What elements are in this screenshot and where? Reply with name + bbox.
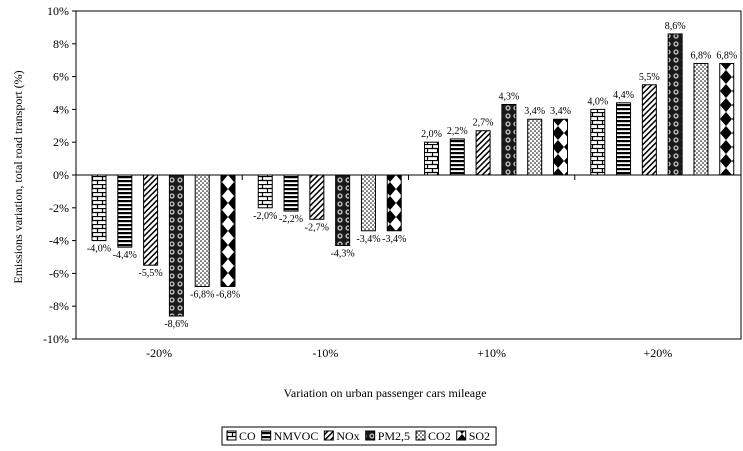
data-label: 6,8% xyxy=(691,50,712,61)
data-label: -4,3% xyxy=(331,249,355,260)
bar-nmvoc-3 xyxy=(449,138,465,176)
x-axis-title: Variation on urban passenger cars mileag… xyxy=(284,386,487,400)
bar-nmvoc-2 xyxy=(283,174,299,212)
y-tick-label: 10% xyxy=(47,4,69,18)
y-tick-label: 0% xyxy=(53,168,69,182)
data-label: 3,4% xyxy=(550,106,571,117)
x-tick-label: -20% xyxy=(146,346,172,360)
bar-so2-1 xyxy=(220,174,236,288)
data-label: -3,4% xyxy=(356,234,380,245)
bar-co2-4 xyxy=(693,62,709,176)
data-label: -6,8% xyxy=(216,290,240,301)
bar-so2-4 xyxy=(719,62,735,176)
bar-nmvoc-1 xyxy=(117,174,133,248)
data-label: 4,4% xyxy=(613,90,634,101)
legend-swatch-co xyxy=(226,430,237,441)
data-label: -8,6% xyxy=(164,319,188,330)
bar-co2-1 xyxy=(194,174,210,288)
bar-so2-2 xyxy=(386,174,402,232)
data-label: 3,4% xyxy=(524,106,545,117)
y-tick-label: 6% xyxy=(53,70,69,84)
bar-nox-3 xyxy=(475,130,491,176)
legend-label-nox: NOx xyxy=(336,429,359,443)
legend-swatch-nmvoc xyxy=(261,430,272,441)
data-label: 2,2% xyxy=(447,126,468,137)
legend-box xyxy=(221,426,497,446)
y-axis-title: Emissions variation, total road transpor… xyxy=(11,70,25,283)
data-label: -4,4% xyxy=(113,250,137,261)
y-tick-label: -2% xyxy=(49,201,69,215)
legend-label-so2: SO2 xyxy=(469,429,490,443)
data-labels-group: -4,0%-4,4%-5,5% -8,6% -6,8% -6,8% -2,0% -2,2%… xyxy=(87,21,737,330)
data-label: 8,6% xyxy=(665,21,686,32)
legend-label-co2: CO2 xyxy=(428,429,451,443)
data-label: -6,8% xyxy=(190,290,214,301)
legend-swatch-co2 xyxy=(415,430,426,441)
data-label: 2,0% xyxy=(421,129,442,140)
bar-co-1 xyxy=(91,174,107,242)
y-tick-label: 8% xyxy=(53,37,69,51)
bar-co-2 xyxy=(257,174,273,209)
bar-co-4 xyxy=(590,108,606,176)
data-label: -2,0% xyxy=(253,211,277,222)
legend-swatch-pm25 xyxy=(365,430,376,441)
x-tick-label: +10% xyxy=(477,346,506,360)
bar-nox-1 xyxy=(143,174,159,266)
bar-nox-2 xyxy=(309,174,325,220)
x-tick-label: +20% xyxy=(643,346,672,360)
bar-nmvoc-4 xyxy=(616,102,632,176)
data-label: 5,5% xyxy=(639,72,660,83)
axes-group: 10% 8% 6% 4% 2% 0% -2% -4% -6% -8% -10% -20% -10% +10… xyxy=(43,4,742,360)
bar-co-3 xyxy=(424,141,439,176)
bar-pm25-4 xyxy=(667,33,683,176)
data-label: -4,0% xyxy=(87,244,111,255)
legend-label-pm25: PM2,5 xyxy=(378,429,410,443)
y-tick-label: 4% xyxy=(53,102,69,116)
x-tick-label: -10% xyxy=(312,346,338,360)
data-label: 6,8% xyxy=(716,50,737,61)
bar-co2-3 xyxy=(527,118,543,176)
y-tick-label: -10% xyxy=(43,332,69,346)
data-label: -5,5% xyxy=(139,268,163,279)
bar-pm25-1 xyxy=(168,174,184,317)
y-tick-label: -6% xyxy=(49,266,69,280)
y-tick-label: -4% xyxy=(49,234,69,248)
bar-pm25-2 xyxy=(335,174,351,247)
legend-swatch-so2 xyxy=(456,430,467,441)
data-label: -2,2% xyxy=(279,214,303,225)
bar-nox-4 xyxy=(641,84,657,176)
data-label: -2,7% xyxy=(305,222,329,233)
bar-pm25-3 xyxy=(501,103,517,176)
bar-so2-3 xyxy=(553,118,568,176)
y-tick-label: 2% xyxy=(53,135,69,149)
y-tick-label: -8% xyxy=(49,299,69,313)
legend: CO NMVOC NOx PM2,5 CO2 SO2 xyxy=(221,426,497,446)
data-label: 4,0% xyxy=(587,96,608,107)
data-label: 4,3% xyxy=(498,91,519,102)
legend-label-nmvoc: NMVOC xyxy=(274,429,319,443)
bars-group xyxy=(91,33,735,317)
bar-co2-2 xyxy=(360,174,376,232)
data-label: 2,7% xyxy=(473,118,494,129)
legend-label-co: CO xyxy=(239,429,256,443)
legend-swatch-nox xyxy=(323,430,334,441)
data-label: -3,4% xyxy=(382,234,406,245)
